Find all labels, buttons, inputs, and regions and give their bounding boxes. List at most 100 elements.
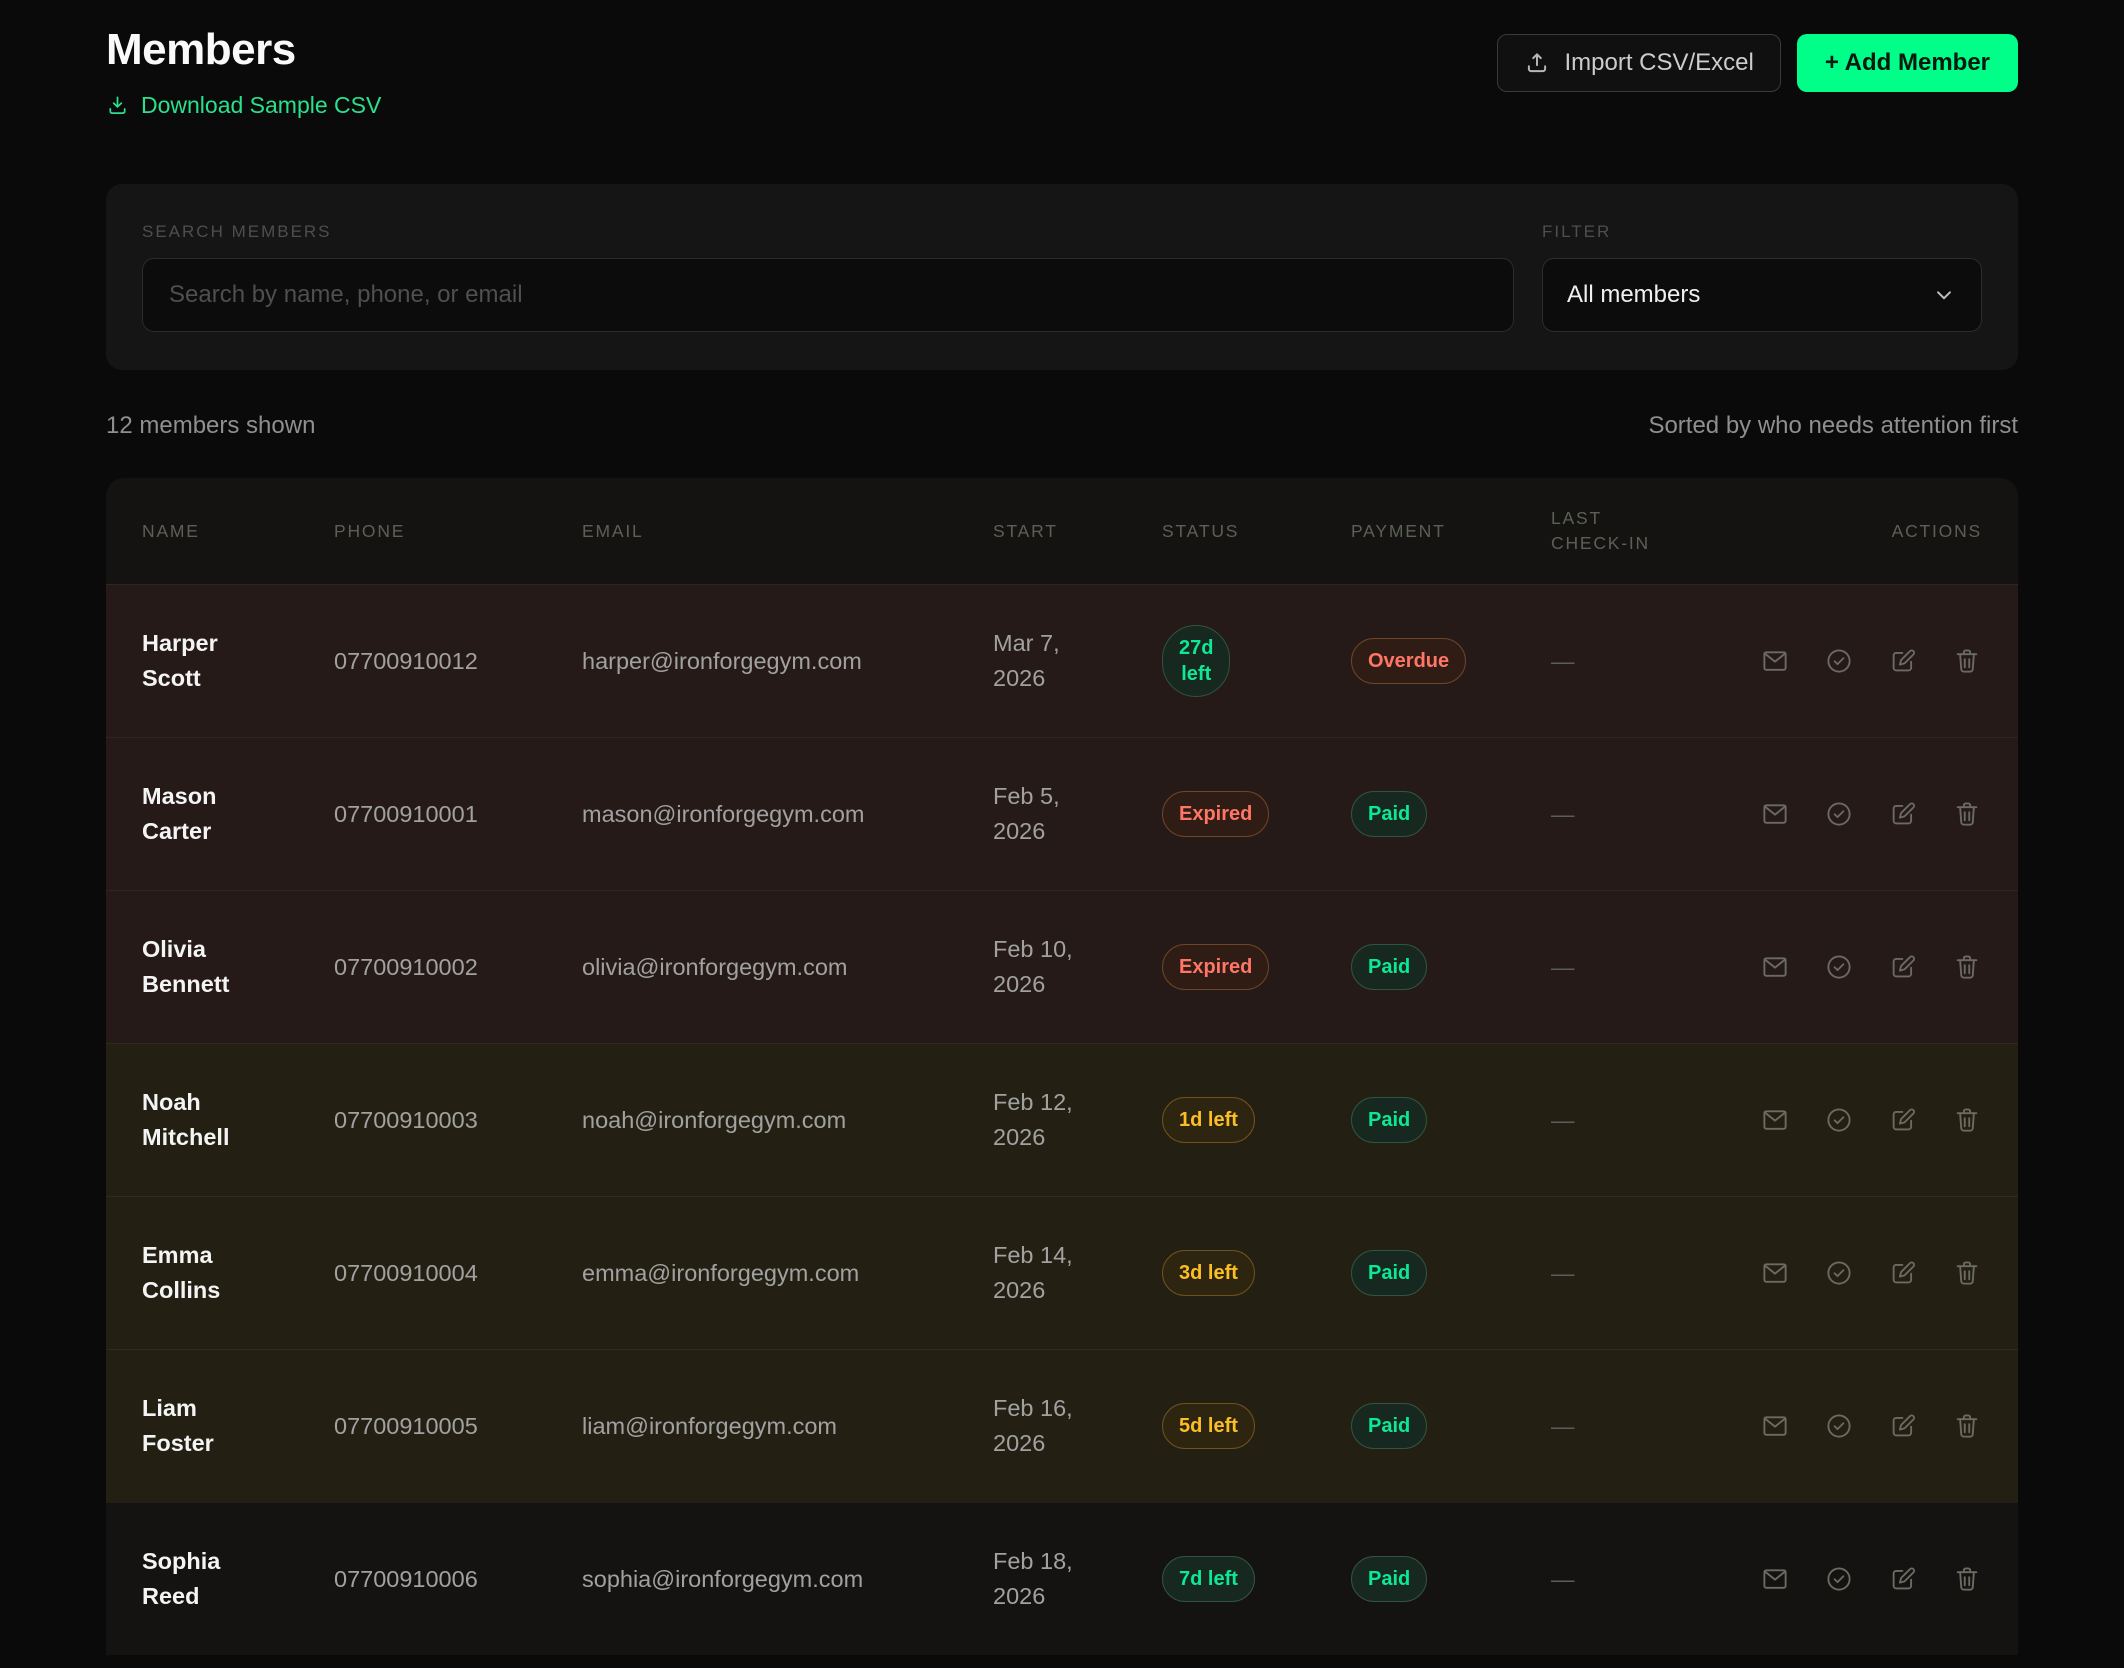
trash-icon bbox=[1956, 1108, 1978, 1132]
column-header-actions: ACTIONS bbox=[1891, 520, 1982, 541]
member-name: Harper Scott bbox=[142, 630, 218, 692]
member-phone: 07700910005 bbox=[334, 1412, 478, 1439]
filter-field-group: FILTER All members bbox=[1542, 222, 1982, 333]
edit-icon bbox=[1892, 955, 1915, 978]
last-checkin-value: — bbox=[1551, 1106, 1575, 1133]
check-circle-icon bbox=[1827, 1414, 1851, 1438]
checkin-member-button[interactable] bbox=[1824, 646, 1854, 676]
edit-icon bbox=[1892, 649, 1915, 672]
column-header-payment: PAYMENT bbox=[1351, 520, 1446, 541]
delete-member-button[interactable] bbox=[1952, 1258, 1982, 1288]
table-row: Olivia Bennett 07700910002 olivia@ironfo… bbox=[106, 890, 2018, 1044]
last-checkin-value: — bbox=[1551, 1259, 1575, 1286]
email-member-button[interactable] bbox=[1760, 952, 1790, 982]
column-header-status: STATUS bbox=[1162, 520, 1240, 541]
status-badge: 27d left bbox=[1162, 625, 1231, 698]
delete-member-button[interactable] bbox=[1952, 952, 1982, 982]
edit-icon bbox=[1892, 1567, 1915, 1590]
delete-member-button[interactable] bbox=[1952, 799, 1982, 829]
check-circle-icon bbox=[1827, 1567, 1851, 1591]
edit-member-button[interactable] bbox=[1888, 1105, 1918, 1135]
column-header-name: NAME bbox=[142, 520, 200, 541]
checkin-member-button[interactable] bbox=[1824, 1411, 1854, 1441]
import-csv-button[interactable]: Import CSV/Excel bbox=[1497, 34, 1781, 92]
last-checkin-value: — bbox=[1551, 953, 1575, 980]
trash-icon bbox=[1956, 802, 1978, 826]
checkin-member-button[interactable] bbox=[1824, 1564, 1854, 1594]
email-member-button[interactable] bbox=[1760, 799, 1790, 829]
payment-badge: Paid bbox=[1351, 1097, 1428, 1144]
member-name: Olivia Bennett bbox=[142, 936, 230, 998]
table-row: Harper Scott 07700910012 harper@ironforg… bbox=[106, 584, 2018, 738]
check-circle-icon bbox=[1827, 802, 1851, 826]
edit-member-button[interactable] bbox=[1888, 646, 1918, 676]
payment-badge: Paid bbox=[1351, 944, 1428, 991]
last-checkin-value: — bbox=[1551, 1412, 1575, 1439]
delete-member-button[interactable] bbox=[1952, 646, 1982, 676]
payment-badge: Overdue bbox=[1351, 638, 1467, 685]
mail-icon bbox=[1763, 1110, 1787, 1131]
table-body: Harper Scott 07700910012 harper@ironforg… bbox=[106, 584, 2018, 1655]
filter-select[interactable]: All members bbox=[1542, 258, 1982, 333]
column-header-email: EMAIL bbox=[582, 520, 644, 541]
column-header-phone: PHONE bbox=[334, 520, 406, 541]
last-checkin-value: — bbox=[1551, 800, 1575, 827]
member-email: mason@ironforgegym.com bbox=[582, 800, 865, 827]
filter-label: FILTER bbox=[1542, 222, 1612, 242]
status-badge: Expired bbox=[1162, 791, 1270, 838]
trash-icon bbox=[1956, 1567, 1978, 1591]
member-phone: 07700910002 bbox=[334, 953, 478, 980]
checkin-member-button[interactable] bbox=[1824, 799, 1854, 829]
search-input[interactable] bbox=[142, 258, 1514, 333]
table-row: Sophia Reed 07700910006 sophia@ironforge… bbox=[106, 1502, 2018, 1655]
download-icon bbox=[109, 96, 126, 115]
payment-badge: Paid bbox=[1351, 1250, 1428, 1297]
payment-badge: Paid bbox=[1351, 791, 1428, 838]
payment-badge: Paid bbox=[1351, 1556, 1428, 1603]
member-phone: 07700910003 bbox=[334, 1106, 478, 1133]
member-email: olivia@ironforgegym.com bbox=[582, 953, 848, 980]
trash-icon bbox=[1956, 649, 1978, 673]
member-email: sophia@ironforgegym.com bbox=[582, 1565, 864, 1592]
edit-member-button[interactable] bbox=[1888, 799, 1918, 829]
email-member-button[interactable] bbox=[1760, 1564, 1790, 1594]
checkin-member-button[interactable] bbox=[1824, 1258, 1854, 1288]
member-phone: 07700910006 bbox=[334, 1565, 478, 1592]
last-checkin-value: — bbox=[1551, 647, 1575, 674]
member-name: Liam Foster bbox=[142, 1395, 214, 1457]
member-phone: 07700910001 bbox=[334, 800, 478, 827]
edit-member-button[interactable] bbox=[1888, 1564, 1918, 1594]
edit-icon bbox=[1892, 802, 1915, 825]
check-circle-icon bbox=[1827, 1261, 1851, 1285]
delete-member-button[interactable] bbox=[1952, 1564, 1982, 1594]
edit-icon bbox=[1892, 1261, 1915, 1284]
email-member-button[interactable] bbox=[1760, 1258, 1790, 1288]
top-actions: Import CSV/Excel + Add Member bbox=[1497, 34, 2018, 92]
add-member-button[interactable]: + Add Member bbox=[1796, 34, 2018, 92]
table-row: Noah Mitchell 07700910003 noah@ironforge… bbox=[106, 1043, 2018, 1197]
page-title: Members bbox=[106, 25, 296, 74]
email-member-button[interactable] bbox=[1760, 646, 1790, 676]
table-row: Liam Foster 07700910005 liam@ironforgegy… bbox=[106, 1349, 2018, 1503]
email-member-button[interactable] bbox=[1760, 1411, 1790, 1441]
mail-icon bbox=[1763, 651, 1787, 672]
trash-icon bbox=[1956, 1414, 1978, 1438]
download-sample-csv-link[interactable]: Download Sample CSV bbox=[106, 92, 381, 119]
filter-selected-value: All members bbox=[1567, 281, 1701, 309]
checkin-member-button[interactable] bbox=[1824, 1105, 1854, 1135]
status-badge: 1d left bbox=[1162, 1097, 1255, 1144]
edit-member-button[interactable] bbox=[1888, 1258, 1918, 1288]
delete-member-button[interactable] bbox=[1952, 1411, 1982, 1441]
checkin-member-button[interactable] bbox=[1824, 952, 1854, 982]
member-phone: 07700910012 bbox=[334, 647, 478, 674]
payment-badge: Paid bbox=[1351, 1403, 1428, 1450]
delete-member-button[interactable] bbox=[1952, 1105, 1982, 1135]
member-phone: 07700910004 bbox=[334, 1259, 478, 1286]
edit-member-button[interactable] bbox=[1888, 952, 1918, 982]
members-count: 12 members shown bbox=[106, 412, 316, 440]
trash-icon bbox=[1956, 955, 1978, 979]
edit-member-button[interactable] bbox=[1888, 1411, 1918, 1441]
email-member-button[interactable] bbox=[1760, 1105, 1790, 1135]
upload-icon bbox=[1528, 53, 1547, 73]
